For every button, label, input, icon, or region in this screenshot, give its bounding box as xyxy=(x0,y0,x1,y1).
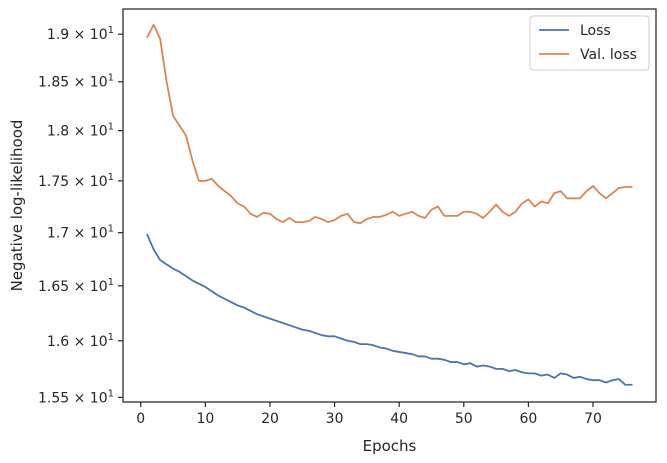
plot-frame xyxy=(122,8,657,403)
x-tick-label: 10 xyxy=(196,411,214,427)
y-tick-label: 1.9 × 101 xyxy=(47,25,114,43)
y-tick-label: 1.7 × 101 xyxy=(47,224,114,242)
y-tick-label: 1.6 × 101 xyxy=(47,332,114,350)
series-line-loss xyxy=(146,233,633,386)
y-tick-label: 1.85 × 101 xyxy=(38,73,114,91)
y-tick-label: 1.75 × 101 xyxy=(38,172,114,190)
y-axis-ticks: 1.55 × 101 1.6 × 101 1.65 × 101 1.7 × 101 1.… xyxy=(38,25,123,406)
x-tick-label: 30 xyxy=(326,411,344,427)
x-tick-label: 20 xyxy=(261,411,279,427)
legend-label-val-loss: Val. loss xyxy=(580,47,637,63)
x-axis-label: Epochs xyxy=(363,437,417,455)
legend: Loss Val. loss xyxy=(529,15,650,71)
series-line-val-loss xyxy=(146,23,633,225)
x-tick-label: 0 xyxy=(136,411,145,427)
legend-label-loss: Loss xyxy=(580,23,611,39)
y-tick-label: 1.8 × 101 xyxy=(47,122,114,140)
y-tick-label: 1.65 × 101 xyxy=(38,277,114,295)
y-tick-label: 1.55 × 101 xyxy=(38,388,114,406)
x-tick-label: 50 xyxy=(455,411,473,427)
y-axis-label: Negative log-likelihood xyxy=(8,120,26,292)
x-tick-label: 40 xyxy=(390,411,408,427)
x-tick-label: 70 xyxy=(584,411,602,427)
plot-lines xyxy=(146,23,633,386)
x-axis-ticks: 0 10 20 30 40 50 60 70 xyxy=(136,402,602,427)
x-tick-label: 60 xyxy=(519,411,537,427)
